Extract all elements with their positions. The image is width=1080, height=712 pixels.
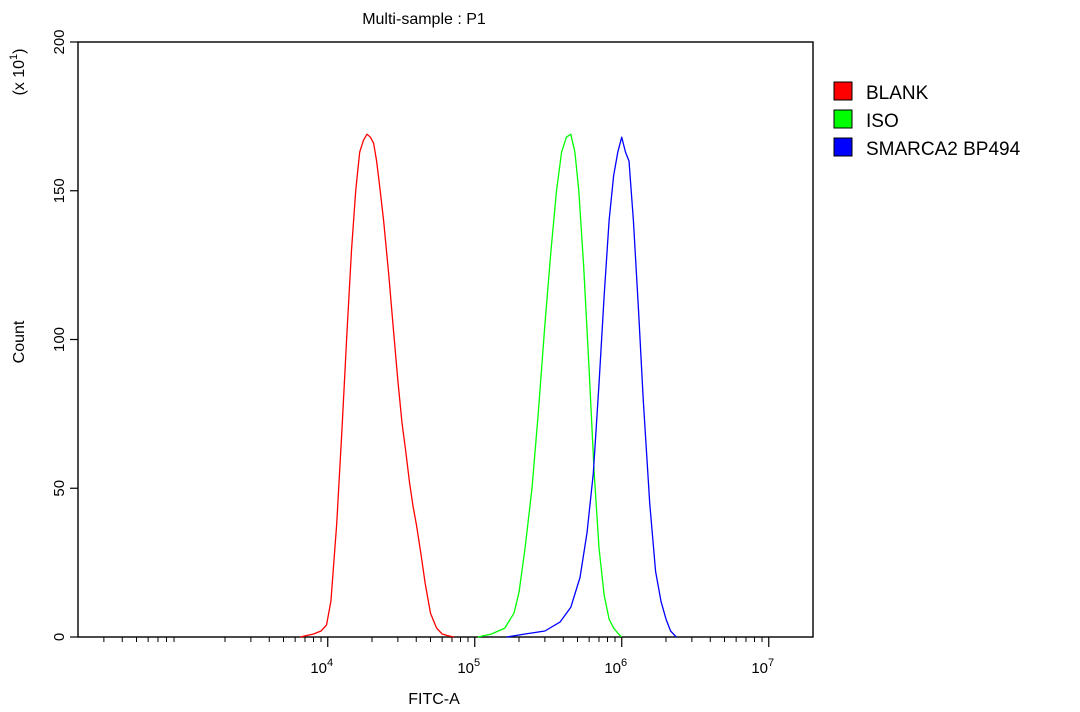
chart-title: Multi-sample : P1	[362, 11, 486, 28]
y-axis-title: Count	[11, 320, 28, 363]
x-axis: 104 105 106 107	[103, 637, 774, 677]
legend: BLANK ISO SMARCA2 BP494	[833, 81, 1021, 160]
y-tick-label: 50	[51, 480, 68, 497]
series-line-iso	[477, 133, 623, 638]
x-tick-base: 10	[604, 660, 621, 677]
x-tick-exponent: 5	[474, 657, 480, 669]
legend-label: ISO	[866, 111, 899, 132]
x-tick-label: 107	[751, 657, 774, 677]
y-axis: 0 50 100 150 200	[51, 29, 78, 641]
y-tick-label: 0	[51, 633, 68, 641]
y-tick-label: 100	[51, 327, 68, 352]
legend-swatch	[833, 109, 853, 129]
x-tick-label: 106	[604, 657, 627, 677]
legend-label: SMARCA2 BP494	[866, 139, 1021, 160]
x-tick-base: 10	[457, 660, 474, 677]
series-line-smarca2-bp494	[506, 136, 677, 638]
x-tick-exponent: 6	[621, 657, 627, 669]
y-tick-label: 200	[51, 29, 68, 54]
x-tick-label: 105	[457, 657, 480, 677]
x-tick-base: 10	[310, 660, 327, 677]
x-tick-base: 10	[751, 660, 768, 677]
y-multiplier-close: )	[11, 48, 28, 53]
x-tick-exponent: 4	[327, 657, 333, 669]
x-axis-title: FITC-A	[408, 691, 460, 708]
x-tick-label: 104	[310, 657, 333, 677]
y-axis-multiplier: (x 101)	[8, 48, 28, 95]
legend-swatch	[833, 81, 853, 101]
series-group	[300, 133, 677, 638]
plot-frame	[77, 41, 814, 638]
legend-swatch	[833, 137, 853, 157]
y-tick-label: 150	[51, 178, 68, 203]
series-line-blank	[300, 133, 454, 638]
x-tick-exponent: 7	[768, 657, 774, 669]
y-multiplier-base: (x 10	[11, 60, 28, 96]
legend-label: BLANK	[866, 83, 929, 104]
y-multiplier-exponent: 1	[8, 54, 20, 60]
